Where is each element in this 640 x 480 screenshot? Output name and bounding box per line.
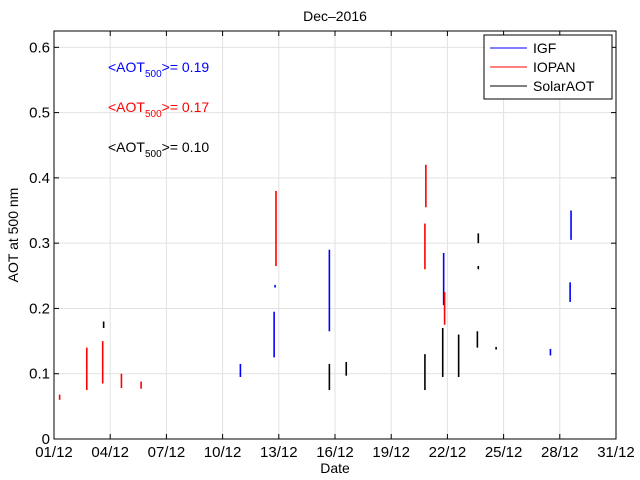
series-igf (239, 210, 572, 377)
chart-title: Dec–2016 (303, 8, 367, 24)
x-tick-label: 01/12 (35, 444, 73, 461)
y-tick-label: 0.6 (29, 39, 50, 56)
y-tick-label: 0.4 (29, 170, 50, 187)
mean-annotation: <AOT500>= 0.10 (108, 139, 209, 160)
x-tick-label: 10/12 (204, 444, 242, 461)
series-iopan (58, 164, 446, 400)
x-tick-label: 28/12 (541, 444, 579, 461)
x-tick-label: 31/12 (597, 444, 635, 461)
series-solaraot (102, 233, 497, 391)
x-axis-label: Date (320, 460, 350, 476)
mean-annotation: <AOT500>= 0.19 (108, 59, 209, 80)
x-tick-label: 16/12 (316, 444, 354, 461)
series-layer (58, 164, 572, 400)
legend-label: IGF (533, 40, 556, 56)
y-tick-label: 0.1 (29, 366, 50, 383)
x-tick-label: 07/12 (148, 444, 186, 461)
y-tick-label: 0 (42, 431, 50, 448)
legend-label: SolarAOT (533, 78, 595, 94)
x-tick-label: 04/12 (91, 444, 129, 461)
annotation-layer: <AOT500>= 0.19 <AOT500>= 0.17 <AOT500>= 0.… (108, 59, 209, 160)
x-tick-label: 25/12 (485, 444, 523, 461)
x-tick-label: 22/12 (429, 444, 467, 461)
y-axis-label: AOT at 500 nm (5, 188, 21, 283)
x-tick-label: 13/12 (260, 444, 298, 461)
legend-label: IOPAN (533, 59, 576, 75)
legend: IGF IOPAN SolarAOT (483, 34, 613, 100)
mean-annotation: <AOT500>= 0.17 (108, 99, 209, 120)
y-tick-label: 0.5 (29, 105, 50, 122)
x-tick-label: 19/12 (372, 444, 410, 461)
y-tick-label: 0.3 (29, 235, 50, 252)
tick-layer: 01/12 04/12 07/12 10/12 13/12 16/12 19/12 22/12… (29, 31, 635, 461)
y-tick-label: 0.2 (29, 300, 50, 317)
